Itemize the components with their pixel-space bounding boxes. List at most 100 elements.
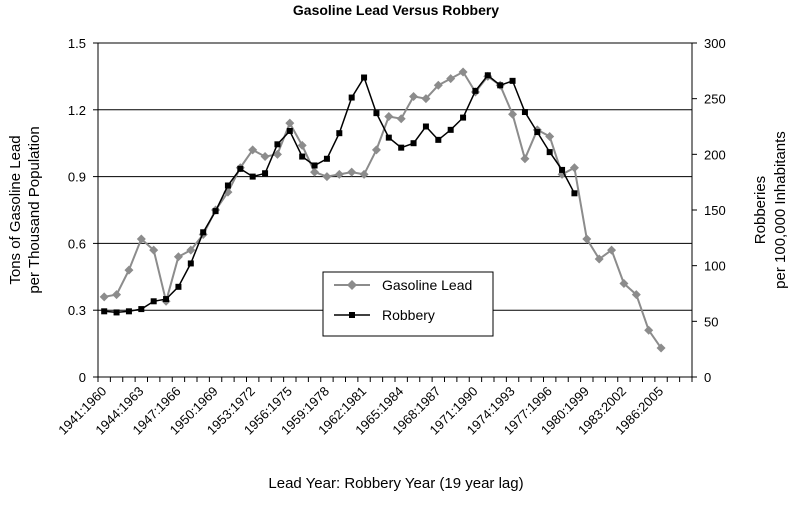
data-point (175, 283, 182, 290)
data-point (458, 67, 468, 77)
legend-robbery-label: Robbery (382, 307, 435, 323)
data-point (348, 94, 355, 101)
left-tick-label: 0.3 (68, 303, 86, 318)
data-point (136, 234, 146, 244)
right-tick-label: 0 (704, 370, 711, 385)
data-point (112, 290, 122, 300)
right-axis-title: Robberies per 100,000 Inhabitants (752, 131, 789, 289)
x-axis-title: Lead Year: Robbery Year (19 year lag) (268, 475, 523, 492)
data-point (260, 152, 270, 162)
data-point (212, 208, 219, 215)
data-point (322, 172, 332, 182)
data-point (545, 132, 555, 142)
data-point (286, 127, 293, 134)
data-point (310, 167, 320, 177)
data-point (631, 290, 641, 300)
data-point (138, 306, 145, 313)
data-point (272, 149, 282, 159)
data-point (472, 87, 479, 94)
right-axis-title-line2: per 100,000 Inhabitants (772, 131, 789, 289)
x-axis: 1941:19601944:19631947:19661950:19691953… (55, 377, 693, 438)
data-point (384, 111, 394, 121)
data-point (433, 80, 443, 90)
right-tick-label: 100 (704, 259, 726, 274)
data-point (509, 77, 516, 84)
data-point (594, 254, 604, 264)
left-tick-label: 0 (79, 370, 86, 385)
data-point (582, 234, 592, 244)
data-point (323, 155, 330, 162)
data-point (274, 141, 281, 148)
data-point (619, 278, 629, 288)
data-point (149, 245, 159, 255)
data-point (534, 129, 541, 136)
data-point (262, 170, 269, 177)
left-tick-label: 0.6 (68, 236, 86, 251)
legend-lead-marker (347, 280, 357, 290)
data-point (150, 298, 157, 305)
series-robbery (101, 72, 578, 316)
data-point (371, 145, 381, 155)
data-point (336, 130, 343, 137)
data-point (656, 343, 666, 353)
data-point (297, 140, 307, 150)
data-point (173, 252, 183, 262)
data-point (446, 74, 456, 84)
data-point (124, 265, 134, 275)
data-point (497, 82, 504, 89)
data-point (299, 153, 306, 160)
data-point (484, 72, 491, 79)
left-axis-title-line2: per Thousand Population (26, 126, 43, 293)
data-point (422, 123, 429, 130)
data-point (521, 109, 528, 116)
right-tick-label: 200 (704, 147, 726, 162)
data-point (224, 182, 231, 189)
legend-lead-label: Gasoline Lead (382, 277, 472, 293)
chart-title: Gasoline Lead Versus Robbery (293, 2, 499, 18)
data-point (644, 325, 654, 335)
left-tick-label: 1.5 (68, 36, 86, 51)
series-line (104, 70, 662, 349)
data-point (559, 166, 566, 173)
data-point (569, 163, 579, 173)
data-point (421, 94, 431, 104)
left-tick-label: 1.2 (68, 103, 86, 118)
data-point (359, 169, 369, 179)
data-point (334, 169, 344, 179)
data-point (520, 154, 530, 164)
data-point (508, 109, 518, 119)
data-point (186, 245, 196, 255)
data-point (409, 91, 419, 101)
right-tick-label: 50 (704, 314, 718, 329)
data-point (163, 296, 170, 303)
data-point (373, 110, 380, 117)
data-point (237, 165, 244, 172)
data-point (99, 292, 109, 302)
right-tick-label: 250 (704, 92, 726, 107)
legend-robbery-marker (349, 312, 355, 318)
data-point (460, 114, 467, 121)
data-point (285, 118, 295, 128)
legend: Gasoline Lead Robbery (322, 271, 494, 337)
left-axis-title-line1: Tons of Gasoline Lead (7, 135, 24, 284)
right-tick-label: 150 (704, 203, 726, 218)
data-point (249, 173, 256, 180)
data-point (396, 114, 406, 124)
data-point (311, 162, 318, 169)
left-axis-title: Tons of Gasoline Lead per Thousand Popul… (7, 126, 43, 293)
right-tick-label: 300 (704, 36, 726, 51)
data-point (385, 134, 392, 141)
data-point (187, 260, 194, 267)
data-point (248, 145, 258, 155)
data-point (435, 136, 442, 143)
left-tick-label: 0.9 (68, 170, 86, 185)
data-point (410, 140, 417, 147)
data-point (571, 190, 578, 197)
right-axis-title-line1: Robberies (752, 176, 769, 244)
data-point (113, 309, 120, 316)
series-layer (99, 67, 666, 353)
left-y-axis: 0 0.3 0.6 0.9 1.2 1.5 (68, 36, 98, 385)
data-point (361, 74, 368, 81)
right-y-axis: 0 50 100 150 200 250 300 (692, 36, 726, 385)
